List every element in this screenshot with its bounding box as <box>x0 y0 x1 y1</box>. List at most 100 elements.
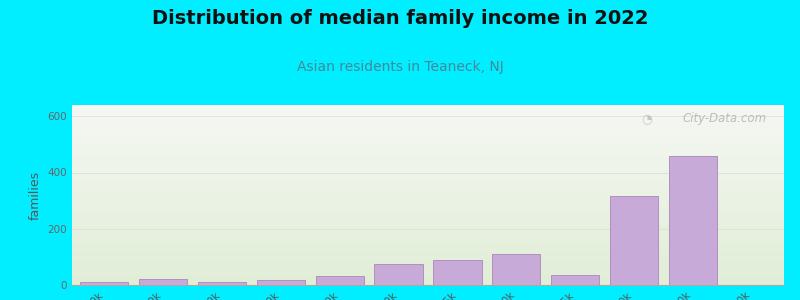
Text: Distribution of median family income in 2022: Distribution of median family income in … <box>152 9 648 28</box>
Y-axis label: families: families <box>29 170 42 220</box>
Bar <box>72 120 784 121</box>
Bar <box>72 199 784 200</box>
Bar <box>72 163 784 164</box>
Bar <box>72 253 784 254</box>
Bar <box>72 232 784 233</box>
Bar <box>72 241 784 242</box>
Bar <box>72 192 784 193</box>
Bar <box>72 164 784 165</box>
Bar <box>72 134 784 135</box>
Bar <box>72 258 784 259</box>
Bar <box>72 222 784 223</box>
Bar <box>72 144 784 145</box>
Bar <box>198 282 246 285</box>
Bar <box>72 270 784 271</box>
Bar <box>72 210 784 211</box>
Bar <box>72 263 784 264</box>
Bar <box>316 276 364 285</box>
Bar <box>72 187 784 188</box>
Bar <box>72 227 784 228</box>
Bar <box>72 124 784 125</box>
Bar <box>72 207 784 208</box>
Bar <box>72 271 784 272</box>
Bar <box>72 128 784 129</box>
Text: ◔: ◔ <box>642 112 653 125</box>
Bar <box>72 184 784 185</box>
Bar <box>72 276 784 277</box>
Bar <box>72 140 784 141</box>
Bar <box>72 235 784 236</box>
Bar <box>72 180 784 181</box>
Bar <box>72 119 784 120</box>
Bar <box>72 245 784 246</box>
Bar <box>72 157 784 158</box>
Bar <box>434 260 482 285</box>
Bar <box>72 148 784 149</box>
Bar <box>72 278 784 279</box>
Bar <box>72 105 784 106</box>
Bar <box>72 225 784 226</box>
Bar <box>72 262 784 263</box>
Bar <box>72 123 784 124</box>
Bar <box>72 160 784 161</box>
Bar <box>72 260 784 261</box>
Bar <box>72 167 784 168</box>
Bar <box>72 155 784 156</box>
Bar <box>72 131 784 132</box>
Bar <box>72 116 784 117</box>
Bar <box>72 178 784 179</box>
Bar <box>72 234 784 235</box>
Bar <box>72 129 784 130</box>
Bar <box>72 206 784 207</box>
Bar <box>72 170 784 171</box>
Bar <box>72 201 784 202</box>
Bar <box>72 189 784 190</box>
Bar <box>72 188 784 189</box>
Bar <box>72 141 784 142</box>
Bar <box>72 237 784 238</box>
Bar <box>72 115 784 116</box>
Bar <box>72 209 784 210</box>
Text: City-Data.com: City-Data.com <box>682 112 766 125</box>
Bar <box>72 257 784 258</box>
Bar <box>72 114 784 115</box>
Bar <box>72 284 784 285</box>
Bar <box>72 145 784 146</box>
Bar <box>72 231 784 232</box>
Bar <box>72 153 784 154</box>
Bar <box>72 111 784 112</box>
Bar <box>72 166 784 167</box>
Bar <box>72 142 784 143</box>
Bar <box>72 194 784 195</box>
Bar <box>72 183 784 184</box>
Bar <box>72 224 784 225</box>
Bar <box>72 250 784 251</box>
Bar <box>72 252 784 253</box>
Bar <box>72 259 784 260</box>
Bar <box>72 249 784 250</box>
Bar <box>72 220 784 221</box>
Bar <box>72 211 784 212</box>
Bar <box>72 282 784 283</box>
Bar <box>72 133 784 134</box>
Bar <box>72 233 784 234</box>
Bar <box>72 135 784 136</box>
Bar <box>72 281 784 282</box>
Bar <box>72 197 784 198</box>
Bar <box>72 218 784 219</box>
Bar <box>72 200 784 201</box>
Bar <box>72 202 784 203</box>
Bar <box>72 118 784 119</box>
Bar <box>72 190 784 191</box>
Bar <box>72 161 784 162</box>
Bar <box>72 106 784 107</box>
Bar <box>72 186 784 187</box>
Bar <box>72 181 784 182</box>
Bar <box>72 107 784 108</box>
Bar <box>72 277 784 278</box>
Bar <box>72 246 784 247</box>
Bar <box>72 132 784 133</box>
Bar <box>72 118 784 119</box>
Bar <box>72 156 784 157</box>
Bar <box>139 279 187 285</box>
